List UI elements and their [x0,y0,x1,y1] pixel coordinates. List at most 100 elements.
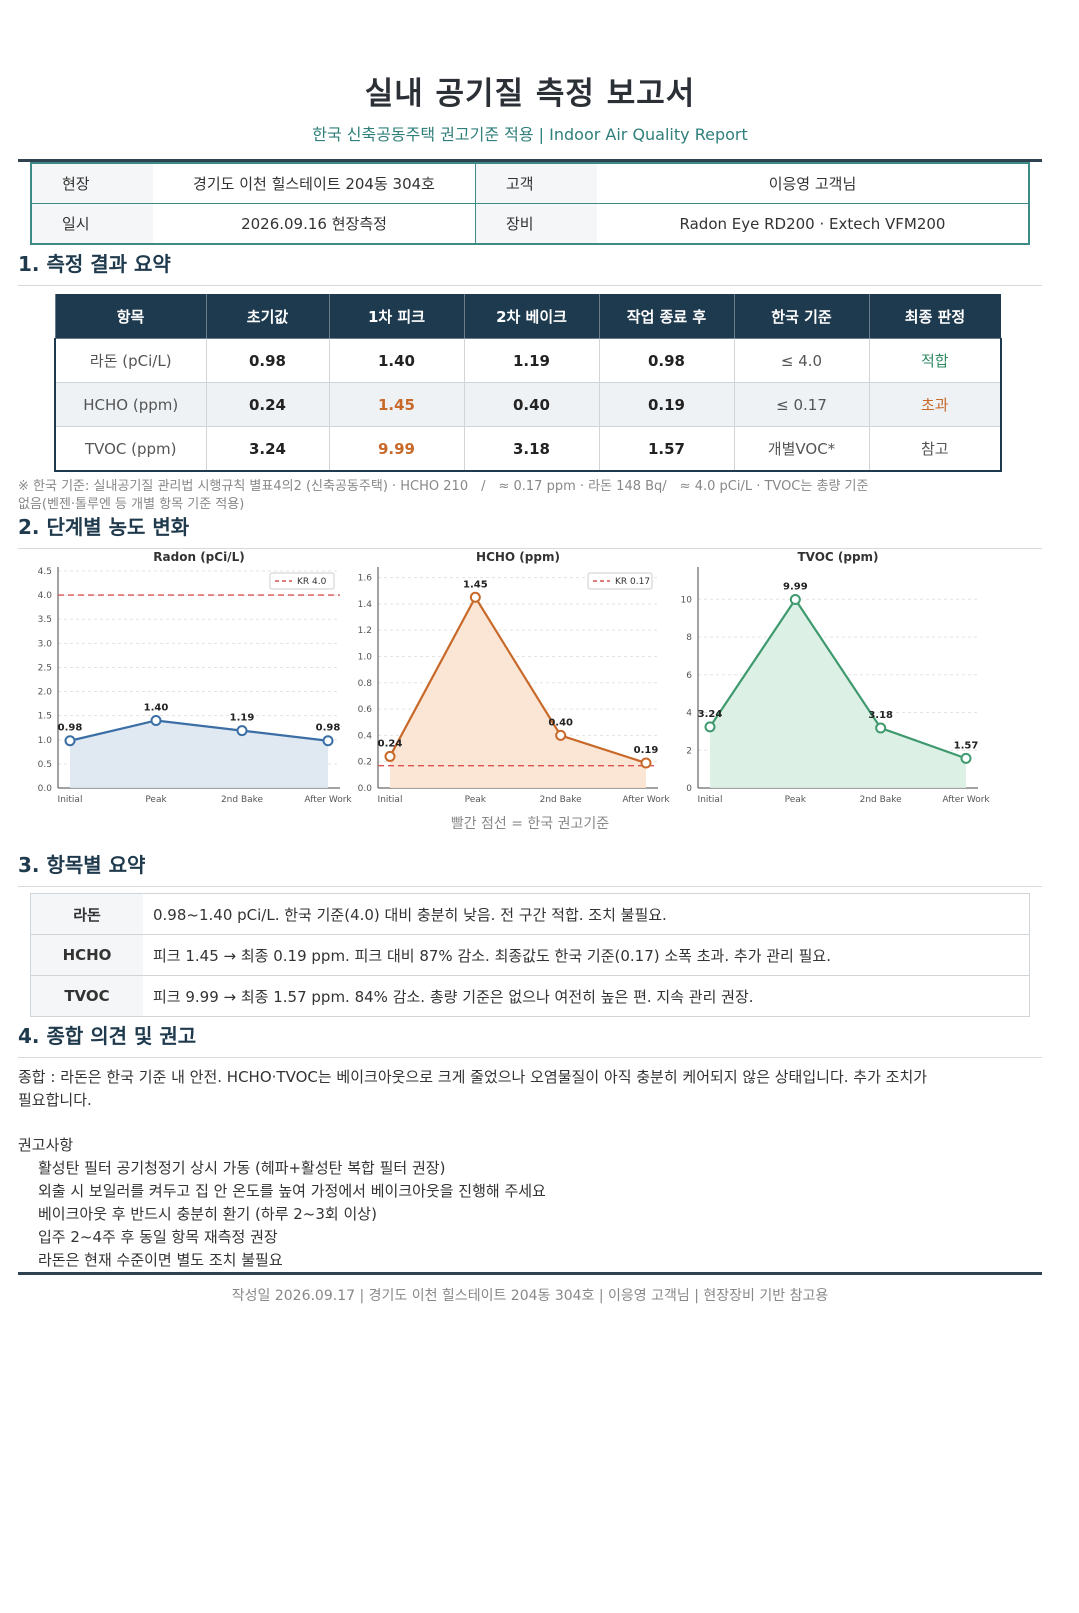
trend-charts: Radon (pCi/L) 0.0 0.5 1.0 1.5 2.0 2.5 3.0 3.5 4.0… [38,550,991,805]
y-tick-label: 1.6 [358,574,373,584]
list-item: 베이크아웃 후 반드시 충분히 환기 (하루 2~3회 이상) [38,1205,377,1223]
section3-rule [18,886,1042,887]
row-peak: 1.45 [328,382,464,427]
chart-title: TVOC (ppm) [797,550,878,564]
section1-rule [18,285,1042,286]
x-tick-label: Peak [465,795,487,805]
row-item: TVOC (ppm) [54,426,206,472]
data-label: 1.40 [144,702,169,713]
section1-heading: 1. 측정 결과 요약 [18,252,171,276]
section-opinion: 4. 종합 의견 및 권고 종합 : 라돈은 한국 기준 내 안전. HCHO·… [18,1020,1042,1272]
table-row: TVOC 피크 9.99 → 최종 1.57 ppm. 84% 감소. 총량 기… [31,975,1029,1016]
summary-text: 피크 1.45 → 최종 0.19 ppm. 피크 대비 87% 감소. 최종값… [143,934,1029,976]
section4-heading: 4. 종합 의견 및 권고 [18,1024,197,1048]
row-bake: 3.18 [463,426,599,472]
x-tick-label: After Work [622,795,670,805]
row-initial: 3.24 [205,426,329,472]
table-row: HCHO (ppm) 0.24 1.45 0.40 0.19 ≤ 0.17 초과 [54,382,1002,427]
y-tick-label: 3.0 [38,639,53,649]
section2-heading: 2. 단계별 농도 변화 [18,515,190,539]
data-point [640,757,652,769]
list-item: 활성탄 필터 공기청정기 상시 가동 (헤파+활성탄 복합 필터 권장) [38,1159,446,1177]
section4-rule [18,1057,1042,1058]
overall-opinion: 종합 : 라돈은 한국 기준 내 안전. HCHO·TVOC는 베이크아웃으로 … [18,1066,1042,1112]
row-after: 0.98 [598,338,734,383]
x-tick-label: Initial [698,795,723,805]
series-area [70,720,328,788]
section-summary: 3. 항목별 요약 라돈 0.98~1.40 pCi/L. 한국 기준(4.0)… [18,849,1042,1017]
report-title: 실내 공기질 측정 보고서 [364,76,696,112]
row-bake: 1.19 [463,338,599,383]
x-tick-label: Peak [785,795,807,805]
legend-box [269,572,335,590]
info-table: 현장 경기도 이천 힐스테이트 204동 304호 고객 이응영 고객님 일시 … [30,162,1030,245]
footer-text: 작성일 2026.09.17 | 경기도 이천 힐스테이트 204동 304호 … [231,1288,829,1304]
x-tick-label: Initial [58,795,83,805]
row-after: 0.19 [598,382,734,427]
y-tick-label: 0.0 [38,784,53,794]
data-point [469,591,481,603]
section-trends: 2. 단계별 농도 변화 Radon (pCi/L) 0.0 0.5 1.0 1.5 2.… [18,511,1042,832]
data-label: 1.57 [954,740,979,751]
y-tick-label: 2 [686,746,692,756]
table-row: TVOC (ppm) 3.24 9.99 3.18 1.57 개별VOC* 참고 [54,426,1002,472]
table-row: HCHO 피크 1.45 → 최종 0.19 ppm. 피크 대비 87% 감소… [31,934,1029,976]
col-item: 항목 [54,293,207,339]
series-line [69,719,329,742]
legend-label: KR 4.0 [297,577,327,587]
row-verdict: 적합 [868,338,1002,383]
footer-divider [18,1272,1042,1275]
row-item: 라돈 (pCi/L) [54,338,206,383]
series-line [389,595,647,765]
list-item: 라돈은 현재 수준이면 별도 조치 불필요 [38,1251,283,1269]
summary-table: 라돈 0.98~1.40 pCi/L. 한국 기준(4.0) 대비 충분히 낮음… [30,893,1030,1017]
col-peak: 1차 피크 [328,293,465,339]
col-initial: 초기값 [205,293,330,339]
chart-caption: 빨간 점선 = 한국 권고기준 [450,816,610,832]
list-item: 입주 2~4주 후 동일 항목 재측정 권장 [38,1228,278,1246]
report-subtitle: 한국 신축공동주택 권고기준 적용 | Indoor Air Quality R… [312,125,748,144]
series-line [709,597,967,760]
y-tick-label: 0 [686,784,692,794]
y-tick-label: 0.4 [358,731,373,741]
data-label: 3.18 [868,710,893,721]
y-tick-label: 2.0 [38,688,53,698]
data-point [875,722,887,734]
table-row: 라돈 0.98~1.40 pCi/L. 한국 기준(4.0) 대비 충분히 낮음… [31,894,1029,935]
data-point [384,750,396,762]
x-tick-label: 2nd Bake [860,795,903,805]
x-tick-label: Initial [378,795,403,805]
note-line-2: 없음(벤젠·톨루엔 등 개별 항목 기준 적용) [18,497,245,512]
equip-label: 장비 [475,203,597,243]
row-peak: 1.40 [328,338,464,383]
recs-list: 활성탄 필터 공기청정기 상시 가동 (헤파+활성탄 복합 필터 권장) 외출 … [18,1157,1042,1272]
summary-key: TVOC [31,975,143,1016]
data-label: 0.24 [378,738,403,749]
standard-note: ※ 한국 기준: 실내공기질 관리법 시행규칙 별표4의2 (신축공동주택) ·… [18,478,1042,514]
col-after: 작업 종료 후 [598,293,735,339]
legend-box [587,572,653,590]
y-tick-label: 6 [686,671,692,681]
data-label: 1.45 [463,579,488,590]
data-label: 3.24 [698,709,723,720]
results-table: 항목 초기값 1차 피크 2차 베이크 작업 종료 후 한국 기준 최종 판정 … [54,293,1002,472]
data-point [150,714,162,726]
data-label: 0.19 [634,745,659,756]
row-standard: ≤ 0.17 [733,382,869,427]
row-item: HCHO (ppm) [54,382,206,427]
table-row: 라돈 (pCi/L) 0.98 1.40 1.19 0.98 ≤ 4.0 적합 [54,338,1002,383]
row-standard: 개별VOC* [733,426,869,472]
series-area [710,599,966,788]
summary-text: 0.98~1.40 pCi/L. 한국 기준(4.0) 대비 충분히 낮음. 전… [143,894,1029,935]
summary-text: 피크 9.99 → 최종 1.57 ppm. 84% 감소. 총량 기준은 없으… [153,987,754,1006]
y-tick-label: 1.4 [358,600,373,610]
y-tick-label: 2.5 [38,663,52,673]
y-tick-label: 0.8 [358,679,373,689]
y-tick-label: 0.0 [358,784,373,794]
y-tick-label: 10 [681,595,693,605]
section-results: 1. 측정 결과 요약 항목 초기값 1차 피크 2차 베이크 작업 종료 후 … [18,248,1042,514]
x-tick-label: After Work [304,795,352,805]
equip-value: Radon Eye RD200 · Extech VFM200 [679,214,946,233]
data-point [64,735,76,747]
y-tick-label: 0.5 [38,760,52,770]
